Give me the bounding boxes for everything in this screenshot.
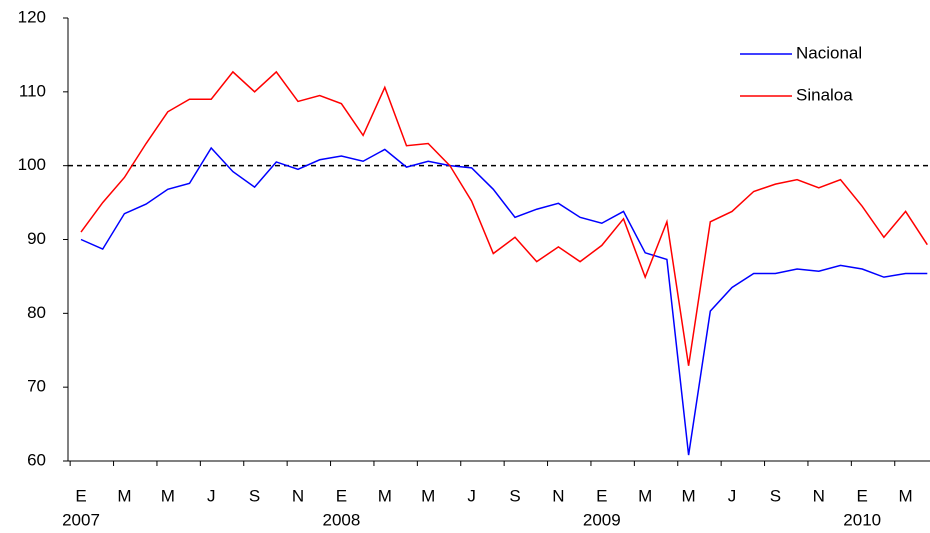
x-tick-label: E bbox=[336, 486, 347, 505]
x-tick-label: N bbox=[292, 486, 304, 505]
y-tick-label: 120 bbox=[18, 7, 46, 26]
x-tick-label: E bbox=[857, 486, 868, 505]
x-tick-label: S bbox=[249, 486, 260, 505]
x-tick-label: N bbox=[552, 486, 564, 505]
year-label: 2010 bbox=[843, 510, 881, 529]
x-tick-label: E bbox=[596, 486, 607, 505]
x-tick-label: M bbox=[899, 486, 913, 505]
y-tick-label: 80 bbox=[27, 303, 46, 322]
y-tick-label: 90 bbox=[27, 229, 46, 248]
x-tick-label: M bbox=[117, 486, 131, 505]
x-tick-label: M bbox=[682, 486, 696, 505]
x-tick-label: J bbox=[728, 486, 737, 505]
x-tick-label: J bbox=[207, 486, 216, 505]
x-tick-label: S bbox=[509, 486, 520, 505]
x-tick-label: M bbox=[378, 486, 392, 505]
year-label: 2008 bbox=[322, 510, 360, 529]
y-tick-label: 60 bbox=[27, 450, 46, 469]
x-tick-label: E bbox=[75, 486, 86, 505]
series-line bbox=[80, 70, 928, 366]
y-tick-label: 70 bbox=[27, 377, 46, 396]
year-label: 2009 bbox=[583, 510, 621, 529]
series-line bbox=[80, 146, 928, 456]
x-tick-label: S bbox=[770, 486, 781, 505]
year-label: 2007 bbox=[62, 510, 100, 529]
legend-label: Nacional bbox=[796, 43, 862, 62]
legend-label: Sinaloa bbox=[796, 85, 853, 104]
x-tick-label: M bbox=[421, 486, 435, 505]
y-tick-label: 100 bbox=[18, 155, 46, 174]
x-tick-label: N bbox=[813, 486, 825, 505]
x-tick-label: M bbox=[638, 486, 652, 505]
x-tick-label: J bbox=[467, 486, 476, 505]
y-tick-label: 110 bbox=[19, 81, 46, 100]
x-tick-label: M bbox=[161, 486, 175, 505]
